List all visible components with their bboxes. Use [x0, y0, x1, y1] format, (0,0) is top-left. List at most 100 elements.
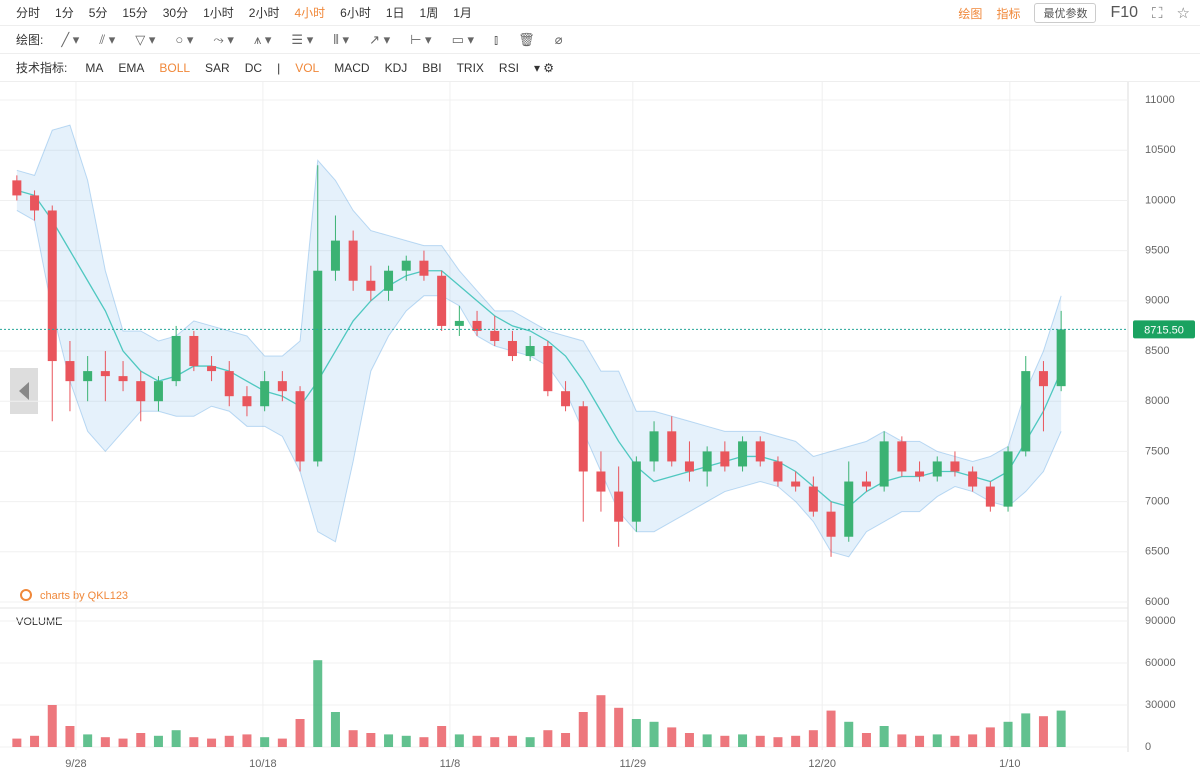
tool-shape[interactable]: ▽ ▾: [135, 31, 156, 47]
period-tab[interactable]: 2小时: [248, 6, 280, 20]
period-tab[interactable]: 1周: [419, 6, 439, 20]
volume-bar: [295, 719, 305, 747]
candle-body: [12, 180, 22, 196]
volume-bar: [1021, 713, 1031, 747]
candle-body: [720, 451, 730, 467]
period-tab[interactable]: 30分: [162, 6, 189, 20]
volume-tick-label: 60000: [1145, 657, 1176, 669]
volume-bar: [437, 726, 447, 747]
volume-bar: [472, 735, 482, 747]
volume-bar: [773, 737, 783, 747]
sub-indicator[interactable]: KDJ: [384, 60, 408, 75]
candle-body: [985, 486, 995, 507]
more-indicators[interactable]: ▾ ⚙: [533, 60, 555, 75]
favorite-icon[interactable]: ☆: [1176, 5, 1190, 22]
x-tick-label: 1/10: [999, 758, 1020, 770]
indicator-bar: 技术指标: MA EMA BOLL SAR DC | VOL MACD KDJ BBI TRIX RSI…: [0, 54, 1200, 82]
candle-body: [207, 366, 217, 372]
period-tab[interactable]: 4小时: [294, 6, 326, 20]
candle-body: [419, 260, 429, 276]
tool-wave[interactable]: ⤳ ▾: [213, 31, 234, 47]
scroll-left-icon: [19, 382, 29, 400]
best-params-button[interactable]: 最优参数: [1034, 3, 1097, 23]
period-bar: 分时 1分 5分 15分 30分 1小时 2小时 4小时 6小时 1日 1周 1月: [0, 0, 1200, 26]
candle-body: [507, 340, 517, 357]
tool-circle[interactable]: ○ ▾: [175, 31, 194, 47]
period-tab[interactable]: 1小时: [203, 6, 234, 20]
draw-button[interactable]: 绘图: [958, 6, 983, 21]
bollinger-lower: [16, 210, 1062, 558]
main-indicator[interactable]: DC: [244, 60, 263, 75]
volume-bar: [844, 721, 854, 747]
volume-bar: [47, 705, 57, 747]
indicator-button[interactable]: 指标: [996, 6, 1021, 21]
candle-body: [171, 335, 181, 382]
f10-button[interactable]: F10: [1110, 4, 1139, 21]
candle-body: [384, 270, 394, 291]
fullscreen-icon[interactable]: ⛶: [1152, 4, 1163, 22]
sub-indicator[interactable]: BBI: [422, 60, 442, 75]
sub-indicator[interactable]: RSI: [498, 60, 519, 75]
candle-body: [702, 451, 712, 472]
tool-ray[interactable]: ⫽ ▾: [99, 31, 116, 47]
candle-body: [454, 320, 464, 326]
candle-body: [1038, 371, 1048, 387]
volume-bar: [985, 727, 995, 747]
main-indicator[interactable]: EMA: [118, 60, 145, 75]
candle-body: [738, 441, 748, 467]
tool-fib[interactable]: ☰ ▾: [291, 31, 314, 47]
tool-indicator[interactable]: ⫾: [494, 31, 499, 47]
candle-body: [295, 391, 305, 462]
tool-range[interactable]: ⊢ ▾: [410, 31, 432, 47]
tool-cycle[interactable]: ⦀ ▾: [333, 31, 350, 47]
x-tick-label: 12/20: [808, 758, 836, 770]
candle-body: [1056, 329, 1066, 387]
period-tab[interactable]: 1月: [453, 6, 472, 20]
period-tab[interactable]: 5分: [88, 6, 108, 20]
period-tab[interactable]: 分时: [16, 6, 41, 20]
volume-bar: [596, 695, 606, 747]
volume-bar: [561, 733, 571, 747]
tool-pattern[interactable]: ⩚ ▾: [253, 31, 272, 47]
volume-title: VOLUME: [16, 616, 62, 628]
main-indicator[interactable]: BOLL: [159, 60, 191, 75]
volume-bar: [366, 733, 376, 747]
candle-body: [401, 260, 411, 271]
volume-tick-label: 0: [1145, 741, 1151, 753]
volume-bar: [207, 738, 217, 747]
tool-delete[interactable]: 🗑: [518, 31, 535, 47]
main-indicator[interactable]: SAR: [205, 60, 230, 75]
tool-note[interactable]: ▭ ▾: [451, 31, 474, 47]
volume-bar: [1003, 721, 1013, 747]
period-tab[interactable]: 6小时: [340, 6, 371, 20]
volume-bar: [631, 719, 641, 747]
sub-indicator[interactable]: TRIX: [456, 60, 484, 75]
candle-body: [525, 346, 535, 357]
volume-bar: [808, 730, 818, 747]
tool-hide[interactable]: ⌀: [554, 31, 563, 47]
candle-body: [968, 471, 978, 487]
period-tab[interactable]: 1分: [55, 6, 74, 20]
main-indicator[interactable]: MA: [85, 60, 104, 75]
volume-bar: [118, 738, 128, 747]
sub-indicator[interactable]: MACD: [334, 60, 370, 75]
candle-body: [260, 381, 270, 407]
tool-arrow[interactable]: ↗ ▾: [369, 31, 391, 47]
indicator-label: 技术指标:: [16, 61, 68, 75]
period-tab[interactable]: 15分: [122, 6, 148, 20]
tool-line[interactable]: ╱ ▾: [61, 31, 80, 47]
x-tick-label: 10/18: [249, 758, 277, 770]
sub-indicator[interactable]: VOL: [295, 60, 320, 75]
candle-body: [118, 376, 128, 382]
candle-body: [578, 406, 588, 472]
candle-body: [614, 491, 624, 522]
volume-bar: [136, 733, 146, 747]
volume-bar: [791, 735, 801, 747]
volume-bar: [224, 735, 234, 747]
draw-label: 绘图:: [16, 33, 44, 47]
volume-bar: [348, 730, 358, 747]
candle-body: [844, 481, 854, 537]
volume-bar: [83, 734, 93, 747]
period-tab[interactable]: 1日: [385, 6, 405, 20]
